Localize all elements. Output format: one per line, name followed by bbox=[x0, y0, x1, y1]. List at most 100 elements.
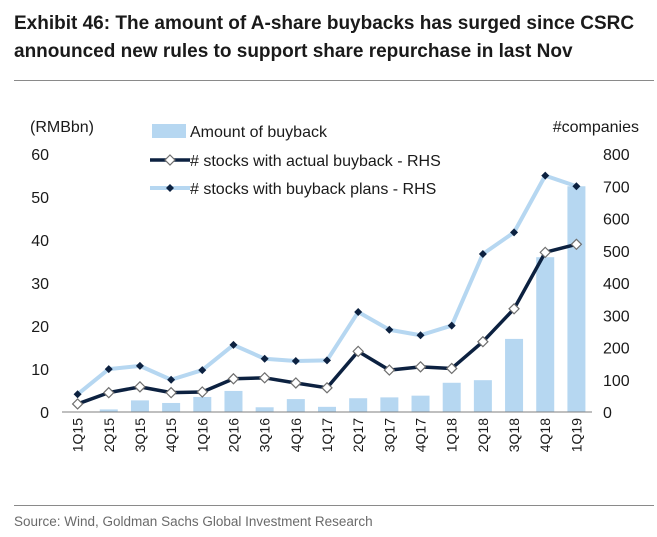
bar-3Q15 bbox=[130, 400, 149, 412]
legend-swatch-bar bbox=[152, 124, 186, 138]
y-left-tick-label: 40 bbox=[31, 233, 49, 250]
actual-marker-2Q16 bbox=[227, 372, 240, 385]
y-right-tick-label: 300 bbox=[603, 308, 630, 325]
bar-1Q18 bbox=[442, 382, 461, 412]
plan-marker-2Q18 bbox=[478, 249, 487, 258]
x-tick-label: 3Q16 bbox=[257, 418, 273, 452]
actual-marker-3Q15 bbox=[134, 380, 146, 393]
x-tick-label: 4Q15 bbox=[163, 418, 179, 452]
legend-swatch-actual-marker bbox=[164, 154, 176, 166]
bar-2Q15 bbox=[99, 409, 118, 412]
actual-marker-2Q17 bbox=[352, 345, 365, 358]
plan-marker-3Q15 bbox=[135, 361, 144, 370]
bar-4Q18 bbox=[536, 257, 555, 412]
bar-3Q18 bbox=[505, 338, 524, 412]
x-tick-label: 1Q18 bbox=[444, 418, 460, 452]
y-left-tick-label: 30 bbox=[31, 276, 49, 293]
bar-3Q17 bbox=[380, 397, 399, 412]
plan-marker-3Q18 bbox=[510, 228, 519, 237]
y-left-tick-label: 10 bbox=[31, 362, 49, 379]
plan-marker-4Q15 bbox=[167, 375, 176, 384]
plan-marker-2Q17 bbox=[354, 308, 363, 317]
source-divider bbox=[14, 505, 654, 506]
x-tick-label: 2Q15 bbox=[101, 418, 117, 452]
y-right-tick-label: 700 bbox=[603, 179, 630, 196]
x-tick-label: 1Q16 bbox=[194, 418, 210, 452]
y-right-tick-label: 100 bbox=[603, 373, 630, 390]
plan-marker-1Q19 bbox=[572, 182, 581, 191]
bar-4Q16 bbox=[286, 399, 305, 412]
actual-marker-3Q18 bbox=[508, 302, 520, 315]
legend-label-plan: # stocks with buyback plans - RHS bbox=[190, 181, 436, 198]
line-series bbox=[71, 171, 583, 410]
y-left-tick-label: 60 bbox=[31, 147, 49, 164]
x-tick-label: 2Q17 bbox=[350, 418, 366, 452]
x-tick-label: 4Q16 bbox=[288, 418, 304, 452]
bar-series bbox=[68, 186, 586, 412]
plan-marker-1Q16 bbox=[198, 366, 207, 375]
plan-marker-1Q15 bbox=[73, 390, 82, 399]
actual-marker-2Q18 bbox=[477, 335, 489, 348]
y-right-unit-label: #companies bbox=[553, 119, 639, 136]
bar-2Q16 bbox=[224, 390, 243, 412]
y-right-tick-label: 800 bbox=[603, 147, 630, 164]
bar-2Q18 bbox=[473, 380, 492, 412]
x-tick-label: 4Q17 bbox=[413, 418, 429, 452]
x-tick-label: 2Q18 bbox=[475, 418, 491, 452]
y-right-tick-label: 0 bbox=[603, 405, 612, 422]
plan-marker-3Q17 bbox=[385, 325, 394, 334]
y-right-tick-label: 400 bbox=[603, 276, 630, 293]
plan-marker-4Q18 bbox=[541, 171, 550, 180]
actual-marker-1Q19 bbox=[570, 238, 583, 251]
y-right-tick-label: 600 bbox=[603, 212, 630, 229]
actual-marker-3Q17 bbox=[383, 364, 396, 376]
actual-marker-2Q15 bbox=[102, 386, 115, 399]
y-left-tick-label: 50 bbox=[31, 190, 49, 207]
legend-swatch-plan-marker bbox=[166, 184, 174, 192]
legend: Amount of buyback # stocks with actual bu… bbox=[150, 124, 441, 198]
actual-marker-1Q18 bbox=[445, 362, 458, 375]
actual-marker-4Q17 bbox=[414, 361, 427, 373]
chart-title: Exhibit 46: The amount of A-share buybac… bbox=[14, 10, 654, 66]
actual-marker-1Q16 bbox=[196, 386, 209, 398]
plan-marker-1Q18 bbox=[447, 321, 456, 330]
title-divider bbox=[14, 80, 654, 81]
actual-marker-1Q15 bbox=[71, 398, 84, 410]
plan-marker-2Q15 bbox=[104, 365, 113, 374]
plan-marker-3Q16 bbox=[260, 354, 269, 363]
chart-title-line-1: Exhibit 46: The amount of A-share buybac… bbox=[14, 13, 635, 34]
x-tick-label: 1Q15 bbox=[70, 418, 86, 452]
actual-line bbox=[76, 242, 577, 406]
actual-marker-4Q16 bbox=[289, 377, 302, 389]
plan-marker-2Q16 bbox=[229, 340, 238, 349]
y-right-tick-label: 200 bbox=[603, 341, 630, 358]
actual-marker-3Q16 bbox=[258, 371, 271, 384]
y-right-tick-label: 500 bbox=[603, 244, 630, 261]
bar-2Q17 bbox=[349, 398, 368, 412]
x-tick-label: 2Q16 bbox=[225, 418, 241, 452]
bar-1Q16 bbox=[193, 396, 212, 412]
x-tick-label: 3Q17 bbox=[381, 418, 397, 452]
legend-label-bar: Amount of buyback bbox=[190, 124, 328, 141]
bar-4Q17 bbox=[411, 395, 430, 412]
chart-title-line-2: announced new rules to support share rep… bbox=[14, 41, 573, 62]
source-note: Source: Wind, Goldman Sachs Global Inves… bbox=[14, 514, 373, 529]
y-left-tick-label: 0 bbox=[40, 405, 49, 422]
x-tick-label: 3Q18 bbox=[506, 418, 522, 452]
axes: 0 10 20 30 40 50 60 (RMBbn) 0 100 200 300 400 500 600 7… bbox=[30, 119, 639, 452]
actual-marker-4Q15 bbox=[165, 386, 177, 399]
actual-marker-4Q18 bbox=[539, 246, 552, 259]
y-left-tick-label: 20 bbox=[31, 319, 49, 336]
y-left-unit-label: (RMBbn) bbox=[30, 119, 94, 136]
bar-1Q17 bbox=[318, 406, 336, 412]
plan-marker-1Q17 bbox=[323, 356, 331, 365]
x-tick-label: 3Q15 bbox=[132, 418, 148, 452]
legend-label-actual: # stocks with actual buyback - RHS bbox=[190, 153, 441, 170]
plan-marker-4Q16 bbox=[291, 357, 300, 366]
x-tick-label: 4Q18 bbox=[537, 418, 553, 452]
bar-1Q19 bbox=[567, 186, 586, 412]
bar-4Q15 bbox=[162, 402, 181, 412]
x-tick-label: 1Q19 bbox=[568, 418, 584, 452]
x-tick-label: 1Q17 bbox=[319, 418, 335, 452]
